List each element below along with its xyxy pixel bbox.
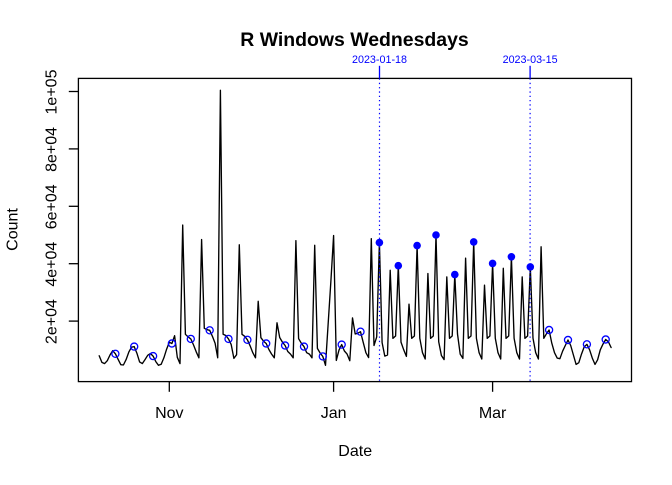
- svg-text:6e+04: 6e+04: [44, 184, 61, 229]
- svg-text:Nov: Nov: [155, 405, 183, 422]
- svg-text:Count: Count: [4, 208, 21, 251]
- svg-text:Date: Date: [338, 443, 372, 460]
- svg-text:8e+04: 8e+04: [44, 127, 61, 172]
- svg-text:R Windows Wednesdays: R Windows Wednesdays: [240, 29, 469, 51]
- svg-text:Jan: Jan: [321, 405, 347, 422]
- svg-text:1e+05: 1e+05: [44, 69, 61, 114]
- svg-text:4e+04: 4e+04: [44, 242, 61, 287]
- svg-text:2023-03-15: 2023-03-15: [503, 54, 558, 66]
- svg-text:2e+04: 2e+04: [44, 299, 61, 344]
- svg-text:2023-01-18: 2023-01-18: [352, 54, 407, 66]
- svg-text:Mar: Mar: [479, 405, 507, 422]
